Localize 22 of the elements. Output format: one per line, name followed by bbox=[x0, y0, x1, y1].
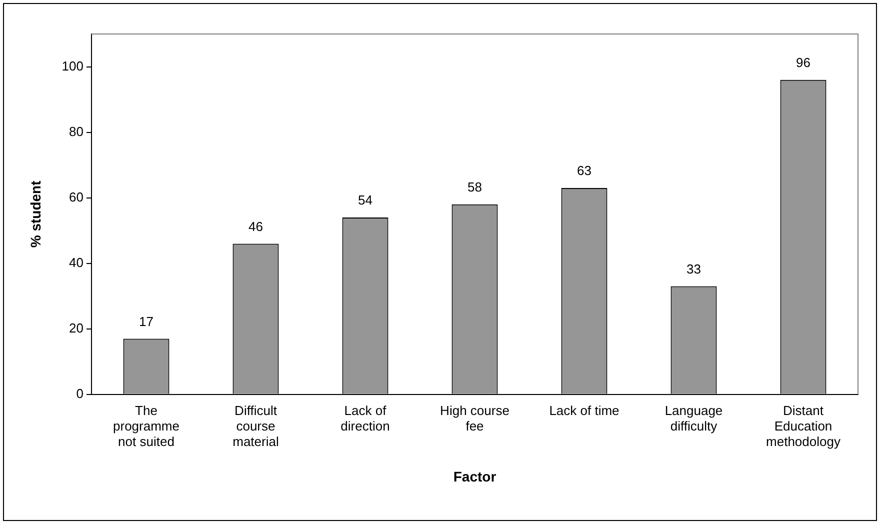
data-label: 58 bbox=[468, 179, 482, 194]
data-label: 63 bbox=[577, 163, 592, 178]
y-tick-label: 20 bbox=[69, 320, 84, 336]
x-tick-label: The programme not suited bbox=[113, 402, 180, 449]
y-tick-label: 40 bbox=[69, 254, 84, 270]
x-tick-label: Difficult course material bbox=[232, 402, 279, 449]
y-axis-title: % student bbox=[27, 180, 44, 248]
x-tick-label: Language difficulty bbox=[664, 402, 723, 434]
x-tick-label: Lack of direction bbox=[340, 402, 390, 434]
x-axis-title: Factor bbox=[453, 468, 497, 484]
y-tick-label: 100 bbox=[62, 58, 84, 74]
data-label: 17 bbox=[139, 314, 154, 329]
x-tick-label: High course fee bbox=[440, 402, 510, 434]
y-tick-label: 60 bbox=[69, 189, 84, 204]
data-label: 96 bbox=[796, 54, 810, 70]
x-tick-label: Distant Education methodology bbox=[766, 402, 841, 449]
x-tick-label: Lack of time bbox=[549, 402, 620, 418]
y-tick-label: 0 bbox=[76, 386, 84, 401]
data-label: 54 bbox=[358, 192, 372, 208]
data-label: 46 bbox=[248, 218, 263, 234]
y-tick-label: 80 bbox=[69, 124, 84, 139]
data-label: 33 bbox=[686, 261, 701, 276]
